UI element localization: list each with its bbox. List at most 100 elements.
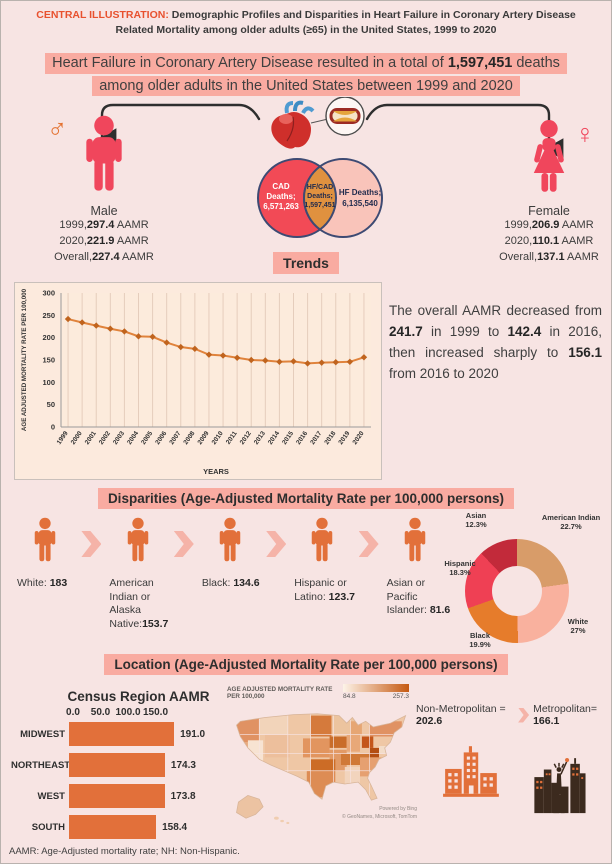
donut-ring [465, 539, 569, 643]
census-bar-value: 173.8 [170, 790, 196, 802]
map-legend-min: 84.8 [343, 693, 356, 700]
banner-line1: Heart Failure in Coronary Artery Disease… [45, 53, 567, 74]
donut-label-hispanic: Hispanic 18.3% [444, 559, 476, 578]
female-stat-1999: 1999,206.9 AAMR [504, 219, 594, 231]
title-line2: Related Mortality among older adults (≥6… [115, 23, 497, 36]
svg-text:2011: 2011 [225, 430, 239, 446]
banner-line2: among older adults in the United States … [92, 75, 520, 96]
disparity-item-american-indian: American Indian or Alaska Native:153.7 [101, 517, 173, 632]
us-map-panel: AGE ADJUSTED MORTALITY RATE PER 100,000 … [227, 684, 419, 831]
svg-text:2020: 2020 [352, 430, 366, 446]
census-bar [69, 784, 165, 808]
us-choropleth-map [236, 713, 407, 824]
venn-diagram: CAD Deaths; 6,571,263 HF/CAD Deaths; 1,5… [257, 158, 383, 238]
metropolitan-skyline-statue-icon [533, 757, 586, 814]
heart-illustration [271, 97, 365, 149]
svg-text:2005: 2005 [140, 430, 154, 446]
svg-text:2013: 2013 [253, 430, 267, 446]
male-stats: 1999,297.4 AAMR 2020,221.9 AAMR Overall,… [29, 218, 179, 266]
disparity-item-asian: Asian or Pacific Islander: 81.6 [379, 517, 451, 618]
disparity-item-hispanic: Hispanic or Latino: 123.7 [286, 517, 358, 604]
svg-text:2019: 2019 [337, 430, 351, 446]
donut-label-american-indian: American Indian 22.7% [541, 513, 601, 532]
metro-comparison: Non-Metropolitan = 202.6 Metropolitan= 1… [416, 703, 610, 815]
trends-chart: 0 50 100 150 200 250 300 1999 2000 2001 2002 2003 20… [14, 282, 382, 480]
svg-text:2007: 2007 [168, 430, 182, 446]
census-axis: 0.0 50.0 100.0 150.0 [11, 707, 226, 722]
venn-cad-line1: CAD [272, 182, 290, 191]
person-icon [379, 517, 451, 567]
census-axis-tick: 100.0 [115, 707, 141, 718]
metro-stats-line: Non-Metropolitan = 202.6 Metropolitan= 1… [416, 703, 610, 727]
venn-cad-line3: 6,571,263 [263, 202, 299, 211]
svg-text:2004: 2004 [126, 430, 140, 446]
venn-cad-line2: Deaths; [266, 192, 295, 201]
hawaii-shape [274, 816, 279, 820]
census-axis-tick: 0.0 [66, 707, 80, 718]
page-title: CENTRAL ILLUSTRATION: Demographic Profil… [7, 8, 605, 37]
svg-text:2001: 2001 [84, 430, 98, 446]
svg-text:2017: 2017 [309, 430, 323, 446]
male-stat-2020: 2020,221.9 AAMR [59, 234, 149, 247]
person-icon [9, 517, 81, 567]
person-icon [286, 517, 358, 567]
census-region-chart: Census Region AAMR 0.0 50.0 100.0 150.0 MID… [11, 689, 226, 846]
male-stat-1999: 1999,297.4 AAMR [59, 219, 149, 231]
map-attribution: Powered by Bing © GeoNames, Microsoft, T… [342, 806, 417, 820]
venn-overlap-line2: Deaths; [307, 193, 333, 200]
person-icon [194, 517, 266, 567]
census-bar-category: SOUTH [31, 821, 65, 833]
alaska-shape [236, 794, 264, 819]
svg-text:0: 0 [51, 423, 55, 432]
nonmetro-label: Non-Metropolitan = 202.6 [416, 703, 506, 727]
svg-text:300: 300 [42, 289, 55, 298]
connector-arrows [97, 103, 564, 160]
census-bar [69, 815, 157, 839]
male-symbol-icon: ♂ [47, 113, 68, 143]
chevron-right-icon [266, 531, 287, 557]
map-legend-title: AGE ADJUSTED MORTALITY RATE PER 100,000 [227, 686, 333, 700]
svg-text:2000: 2000 [70, 430, 84, 446]
disparities-ranking: White: 183 American Indian or Alaska Nat… [9, 517, 451, 632]
female-label: Female [528, 204, 570, 218]
map-legend-gradient [343, 684, 409, 692]
svg-text:2016: 2016 [295, 430, 309, 446]
census-bar [69, 753, 165, 777]
female-stat-2020: 2020,110.1 AAMR [504, 234, 594, 247]
disparity-item-black: Black: 134.6 [194, 517, 266, 591]
title-line1: Demographic Profiles and Disparities in … [171, 9, 576, 21]
summary-banner: Heart Failure in Coronary Artery Disease… [1, 53, 611, 98]
svg-text:200: 200 [42, 333, 55, 342]
trends-heading: Trends [1, 252, 611, 274]
census-bar-row: WEST 173.8 [11, 784, 226, 808]
census-bar [69, 722, 175, 746]
trends-summary: The overall AAMR decreased from 241.7 in… [389, 303, 602, 381]
census-bar-row: NORTHEAST 174.3 [11, 753, 226, 777]
census-chart-title: Census Region AAMR [67, 689, 210, 704]
svg-text:100: 100 [42, 378, 55, 387]
female-panel: ♀ Female 1999,206.9 AAMR 2020,110.1 AAMR… [479, 117, 611, 266]
male-stat-overall: Overall,227.4 AAMR [54, 250, 154, 263]
census-axis-tick: 150.0 [142, 707, 169, 718]
census-bar-row: MIDWEST 191.0 [11, 722, 226, 746]
disparities-heading: Disparities (Age-Adjusted Mortality Rate… [1, 488, 611, 509]
venn-overlap-line3: 1,597,451 [304, 202, 335, 209]
disparity-label: American Indian or Alaska Native:153.7 [109, 577, 169, 630]
footnote: AAMR: Age-Adjusted mortality rate; NH: N… [9, 846, 240, 857]
disparity-item-white: White: 183 [9, 517, 81, 591]
donut-label-asian: Asian 12.3% [465, 511, 487, 530]
svg-text:250: 250 [42, 311, 55, 320]
map-legend: AGE ADJUSTED MORTALITY RATE PER 100,000 … [227, 684, 419, 700]
disparity-label: White: 183 [17, 577, 68, 589]
svg-text:2014: 2014 [267, 430, 281, 446]
person-icon [101, 517, 173, 567]
svg-text:2010: 2010 [211, 430, 225, 446]
chevron-right-icon [81, 531, 102, 557]
census-bar-category: WEST [37, 790, 65, 802]
chevron-right-icon [173, 531, 194, 557]
female-stats: 1999,206.9 AAMR 2020,110.1 AAMR Overall,… [479, 218, 611, 266]
census-axis-tick: 50.0 [90, 707, 111, 718]
male-panel: ♂ Male 1999,297.4 AAMR 2020,221.9 AAMR O… [29, 113, 179, 266]
chevron-right-icon [358, 531, 379, 557]
disparity-label: Black: 134.6 [201, 577, 260, 589]
